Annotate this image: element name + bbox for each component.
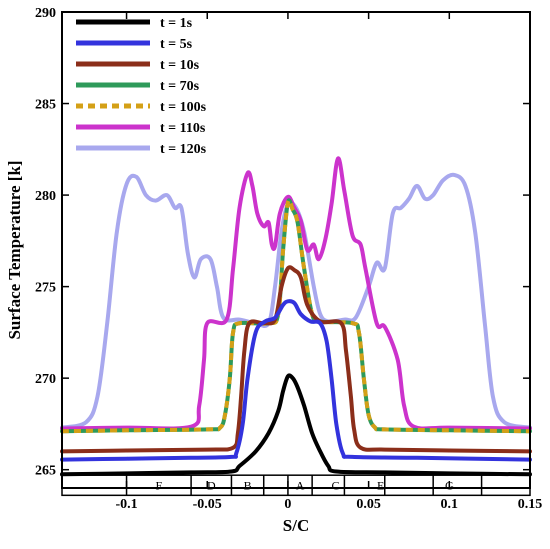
zone-label-c: C — [332, 478, 340, 492]
plot-frame — [61, 11, 531, 489]
legend-label-3: t = 70s — [160, 79, 200, 94]
x-tick-label: 0.05 — [356, 497, 381, 512]
zone-label-a: A — [296, 478, 305, 492]
series-line-4 — [61, 198, 531, 434]
y-tick-label: 290 — [35, 6, 56, 21]
y-tick-label: 275 — [35, 281, 56, 296]
series-line-2 — [60, 265, 532, 454]
series-line-0 — [60, 373, 532, 477]
legend-label-6: t = 120s — [160, 142, 207, 157]
y-tick-label: 265 — [35, 464, 56, 479]
y-tick-label: 285 — [35, 98, 56, 113]
x-tick-label: 0.1 — [441, 497, 459, 512]
x-tick-label: -0.05 — [193, 497, 222, 512]
y-tick-label: 270 — [35, 372, 56, 387]
series-line-3 — [60, 198, 532, 434]
legend-label-5: t = 110s — [160, 121, 206, 136]
x-axis-title: S/C — [283, 516, 309, 535]
zone-label-e: E — [377, 478, 384, 492]
zone-label-d: D — [207, 478, 216, 492]
legend-label-4: t = 100s — [160, 100, 207, 115]
series-line-5 — [60, 156, 532, 431]
series-line-1 — [60, 299, 532, 462]
zone-strip: FDBACEG — [61, 474, 531, 497]
zone-label-b: B — [244, 478, 252, 492]
legend-label-1: t = 5s — [160, 37, 193, 52]
series-group — [60, 156, 532, 477]
legend-label-0: t = 1s — [160, 16, 193, 31]
legend: t = 1s t = 5s t = 10s t = 70s t = 100s t = 11… — [76, 16, 207, 157]
x-tick-label: -0.1 — [115, 497, 137, 512]
x-tick-label: 0.15 — [518, 497, 543, 512]
zone-label-f: F — [155, 478, 162, 492]
y-tick-label: 280 — [35, 189, 56, 204]
axis-ticks: -0.1 -0.05 0 0.05 0.1 0.15 265 270 275 280 285 290 — [35, 6, 542, 512]
x-tick-label: 0 — [284, 497, 291, 512]
y-axis-title: Surface Temperature [k] — [5, 160, 24, 339]
legend-label-2: t = 10s — [160, 58, 200, 73]
